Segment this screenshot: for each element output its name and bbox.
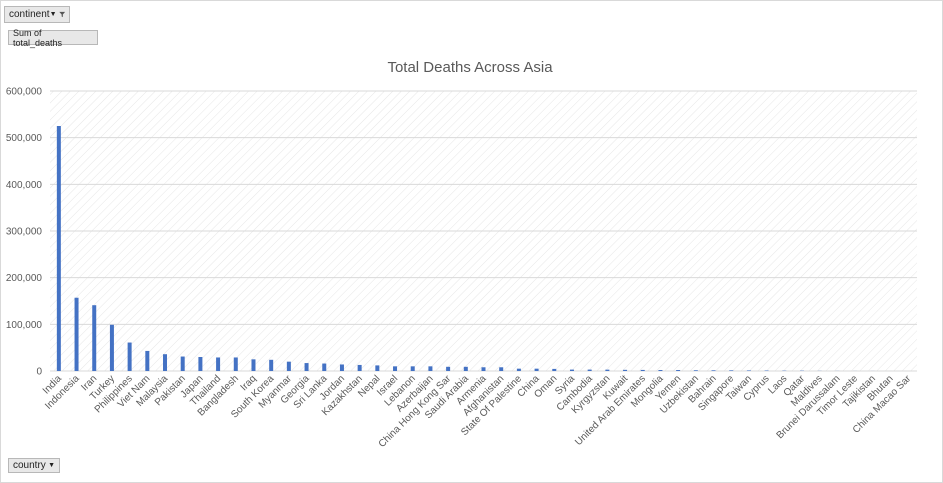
bar (640, 369, 645, 371)
bar (233, 357, 238, 371)
bar (163, 354, 168, 371)
bar (127, 342, 132, 371)
y-tick-label: 400,000 (6, 180, 43, 191)
value-field-label: Sum of total_deaths (13, 27, 63, 48)
value-field-button[interactable]: Sum of total_deaths (8, 27, 98, 48)
bar (676, 370, 681, 371)
y-tick-label: 300,000 (6, 227, 43, 238)
y-tick-label: 100,000 (6, 320, 43, 331)
bar (605, 369, 610, 371)
bar (587, 369, 592, 371)
bar (304, 363, 309, 371)
bar (481, 367, 486, 371)
bar (569, 369, 574, 371)
chart-title: Total Deaths Across Asia (387, 59, 553, 76)
dropdown-arrow-icon: ▼ (49, 11, 57, 18)
bar (357, 364, 362, 371)
bar (428, 366, 433, 371)
bar (339, 364, 344, 371)
bar (746, 370, 751, 371)
bar (56, 126, 61, 371)
bar (393, 366, 398, 371)
bar (711, 370, 716, 371)
bar (658, 370, 663, 371)
bar (180, 356, 185, 371)
bar (92, 305, 97, 371)
y-tick-label: 600,000 (6, 87, 43, 98)
bar (286, 361, 291, 371)
dropdown-arrow-icon: ▼ (48, 462, 55, 469)
bar (145, 350, 150, 371)
bar (693, 370, 698, 371)
funnel-icon (58, 11, 65, 18)
bar (74, 297, 79, 371)
bar (410, 366, 415, 371)
bar (516, 368, 521, 371)
bar (251, 359, 256, 371)
y-tick-label: 0 (36, 367, 42, 378)
country-axis-button[interactable]: country ▼ (8, 458, 60, 473)
bar (552, 368, 557, 371)
continent-filter-label: continent (9, 9, 50, 20)
bar (623, 369, 628, 371)
bar (216, 357, 221, 371)
bar (198, 357, 203, 371)
bar (446, 366, 451, 371)
bar (322, 363, 327, 371)
country-axis-label: country (13, 460, 46, 471)
y-tick-label: 500,000 (6, 133, 43, 144)
bar (463, 366, 468, 371)
bar (499, 367, 504, 371)
bar (109, 324, 114, 371)
continent-filter-button[interactable]: continent ▼ (4, 6, 70, 23)
bar (729, 370, 734, 371)
bar (534, 368, 539, 371)
bar (375, 365, 380, 371)
y-tick-label: 200,000 (6, 273, 43, 284)
bar (269, 359, 274, 371)
